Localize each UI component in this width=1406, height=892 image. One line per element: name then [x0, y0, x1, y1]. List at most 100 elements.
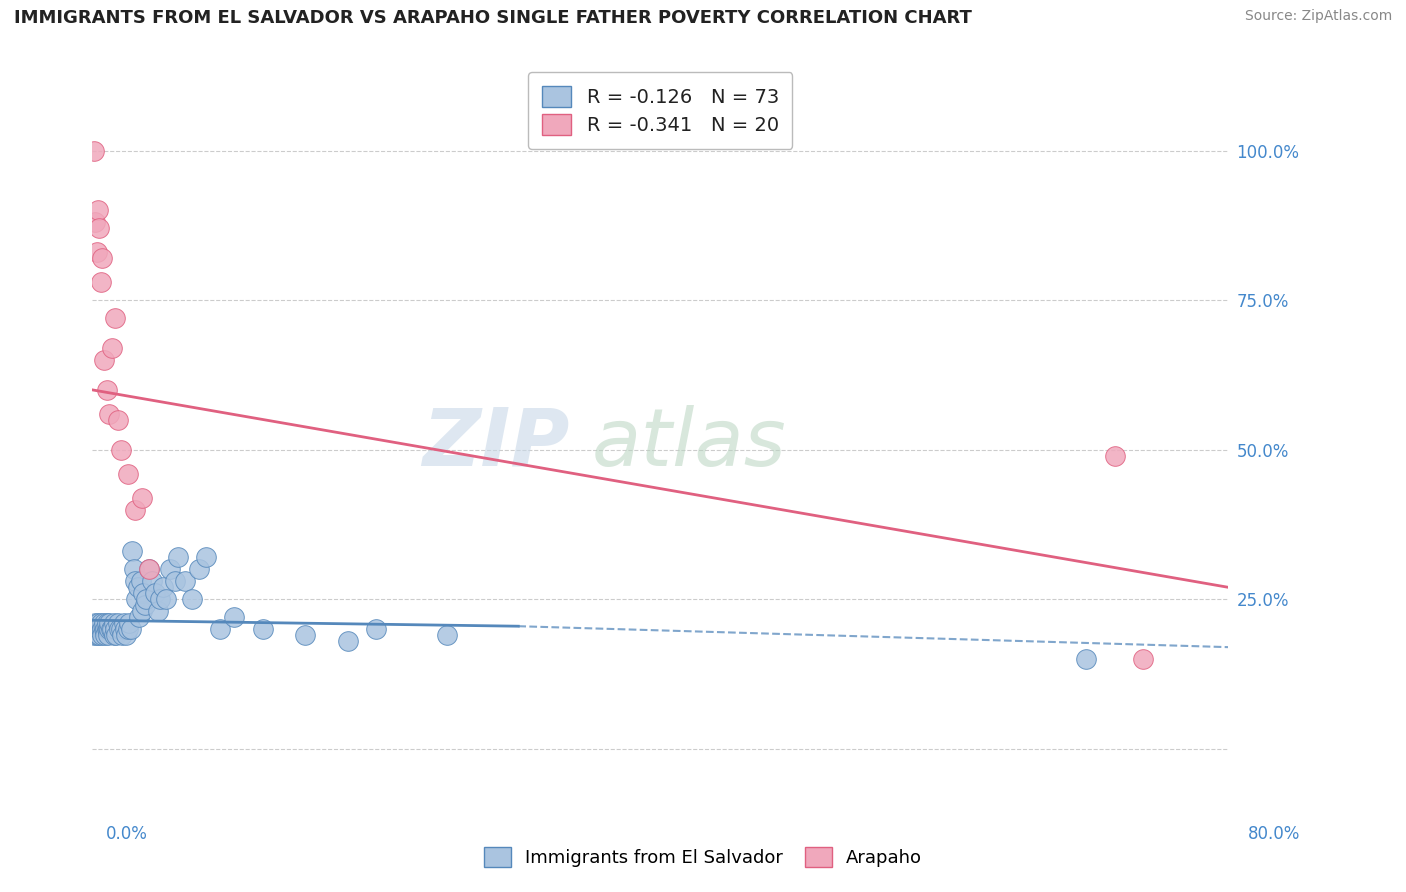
Point	[124, 574, 146, 589]
Point	[87, 203, 110, 218]
Point	[143, 586, 166, 600]
Point	[91, 252, 114, 266]
Point	[209, 622, 232, 636]
Point	[436, 628, 458, 642]
Point	[149, 592, 172, 607]
Point	[103, 628, 125, 642]
Point	[159, 562, 181, 576]
Point	[141, 574, 163, 589]
Point	[97, 628, 120, 642]
Point	[98, 407, 121, 421]
Point	[124, 502, 146, 516]
Point	[224, 610, 246, 624]
Text: Source: ZipAtlas.com: Source: ZipAtlas.com	[1244, 9, 1392, 23]
Point	[1132, 652, 1154, 666]
Point	[134, 599, 156, 613]
Point	[86, 628, 108, 642]
Point	[252, 622, 274, 636]
Point	[131, 491, 153, 505]
Point	[138, 562, 160, 576]
Point	[163, 574, 186, 589]
Point	[138, 562, 160, 576]
Point	[93, 353, 115, 368]
Point	[129, 574, 152, 589]
Point	[90, 275, 112, 289]
Point	[86, 245, 108, 260]
Point	[336, 634, 359, 648]
Text: ZIP: ZIP	[422, 405, 569, 483]
Point	[115, 628, 138, 642]
Point	[93, 622, 115, 636]
Legend: Immigrants from El Salvador, Arapaho: Immigrants from El Salvador, Arapaho	[477, 839, 929, 874]
Point	[93, 616, 115, 631]
Point	[135, 592, 157, 607]
Point	[101, 622, 124, 636]
Point	[294, 628, 316, 642]
Point	[98, 616, 121, 631]
Point	[83, 144, 105, 158]
Point	[98, 622, 121, 636]
Point	[1076, 652, 1098, 666]
Point	[180, 592, 202, 607]
Point	[96, 622, 118, 636]
Point	[89, 221, 111, 235]
Point	[114, 622, 136, 636]
Point	[122, 562, 145, 576]
Point	[89, 628, 111, 642]
Point	[111, 628, 134, 642]
Point	[366, 622, 388, 636]
Point	[94, 628, 117, 642]
Text: 0.0%: 0.0%	[105, 825, 148, 843]
Point	[91, 622, 114, 636]
Point	[118, 616, 141, 631]
Point	[90, 622, 112, 636]
Point	[87, 616, 110, 631]
Point	[96, 383, 118, 397]
Point	[173, 574, 195, 589]
Point	[107, 616, 129, 631]
Point	[104, 311, 127, 326]
Point	[112, 616, 135, 631]
Point	[120, 622, 142, 636]
Point	[187, 562, 209, 576]
Legend: R = -0.126   N = 73, R = -0.341   N = 20: R = -0.126 N = 73, R = -0.341 N = 20	[529, 72, 793, 149]
Point	[83, 622, 105, 636]
Point	[125, 592, 148, 607]
Point	[128, 610, 150, 624]
Point	[152, 580, 174, 594]
Point	[84, 622, 107, 636]
Point	[117, 467, 139, 481]
Point	[105, 628, 128, 642]
Point	[104, 622, 127, 636]
Point	[131, 604, 153, 618]
Point	[121, 544, 143, 558]
Text: 80.0%: 80.0%	[1249, 825, 1301, 843]
Point	[108, 622, 131, 636]
Point	[166, 550, 188, 565]
Point	[100, 622, 122, 636]
Point	[86, 622, 108, 636]
Point	[94, 622, 117, 636]
Point	[110, 442, 132, 457]
Point	[132, 586, 155, 600]
Point	[1104, 449, 1126, 463]
Point	[87, 622, 110, 636]
Text: atlas: atlas	[592, 405, 787, 483]
Point	[101, 341, 124, 355]
Point	[83, 628, 105, 642]
Point	[155, 592, 177, 607]
Point	[117, 622, 139, 636]
Point	[84, 215, 107, 229]
Point	[110, 622, 132, 636]
Point	[97, 622, 120, 636]
Point	[90, 616, 112, 631]
Point	[194, 550, 217, 565]
Point	[89, 622, 111, 636]
Point	[91, 628, 114, 642]
Text: IMMIGRANTS FROM EL SALVADOR VS ARAPAHO SINGLE FATHER POVERTY CORRELATION CHART: IMMIGRANTS FROM EL SALVADOR VS ARAPAHO S…	[14, 9, 972, 27]
Point	[146, 604, 169, 618]
Point	[96, 616, 118, 631]
Point	[127, 580, 149, 594]
Point	[103, 616, 125, 631]
Point	[107, 413, 129, 427]
